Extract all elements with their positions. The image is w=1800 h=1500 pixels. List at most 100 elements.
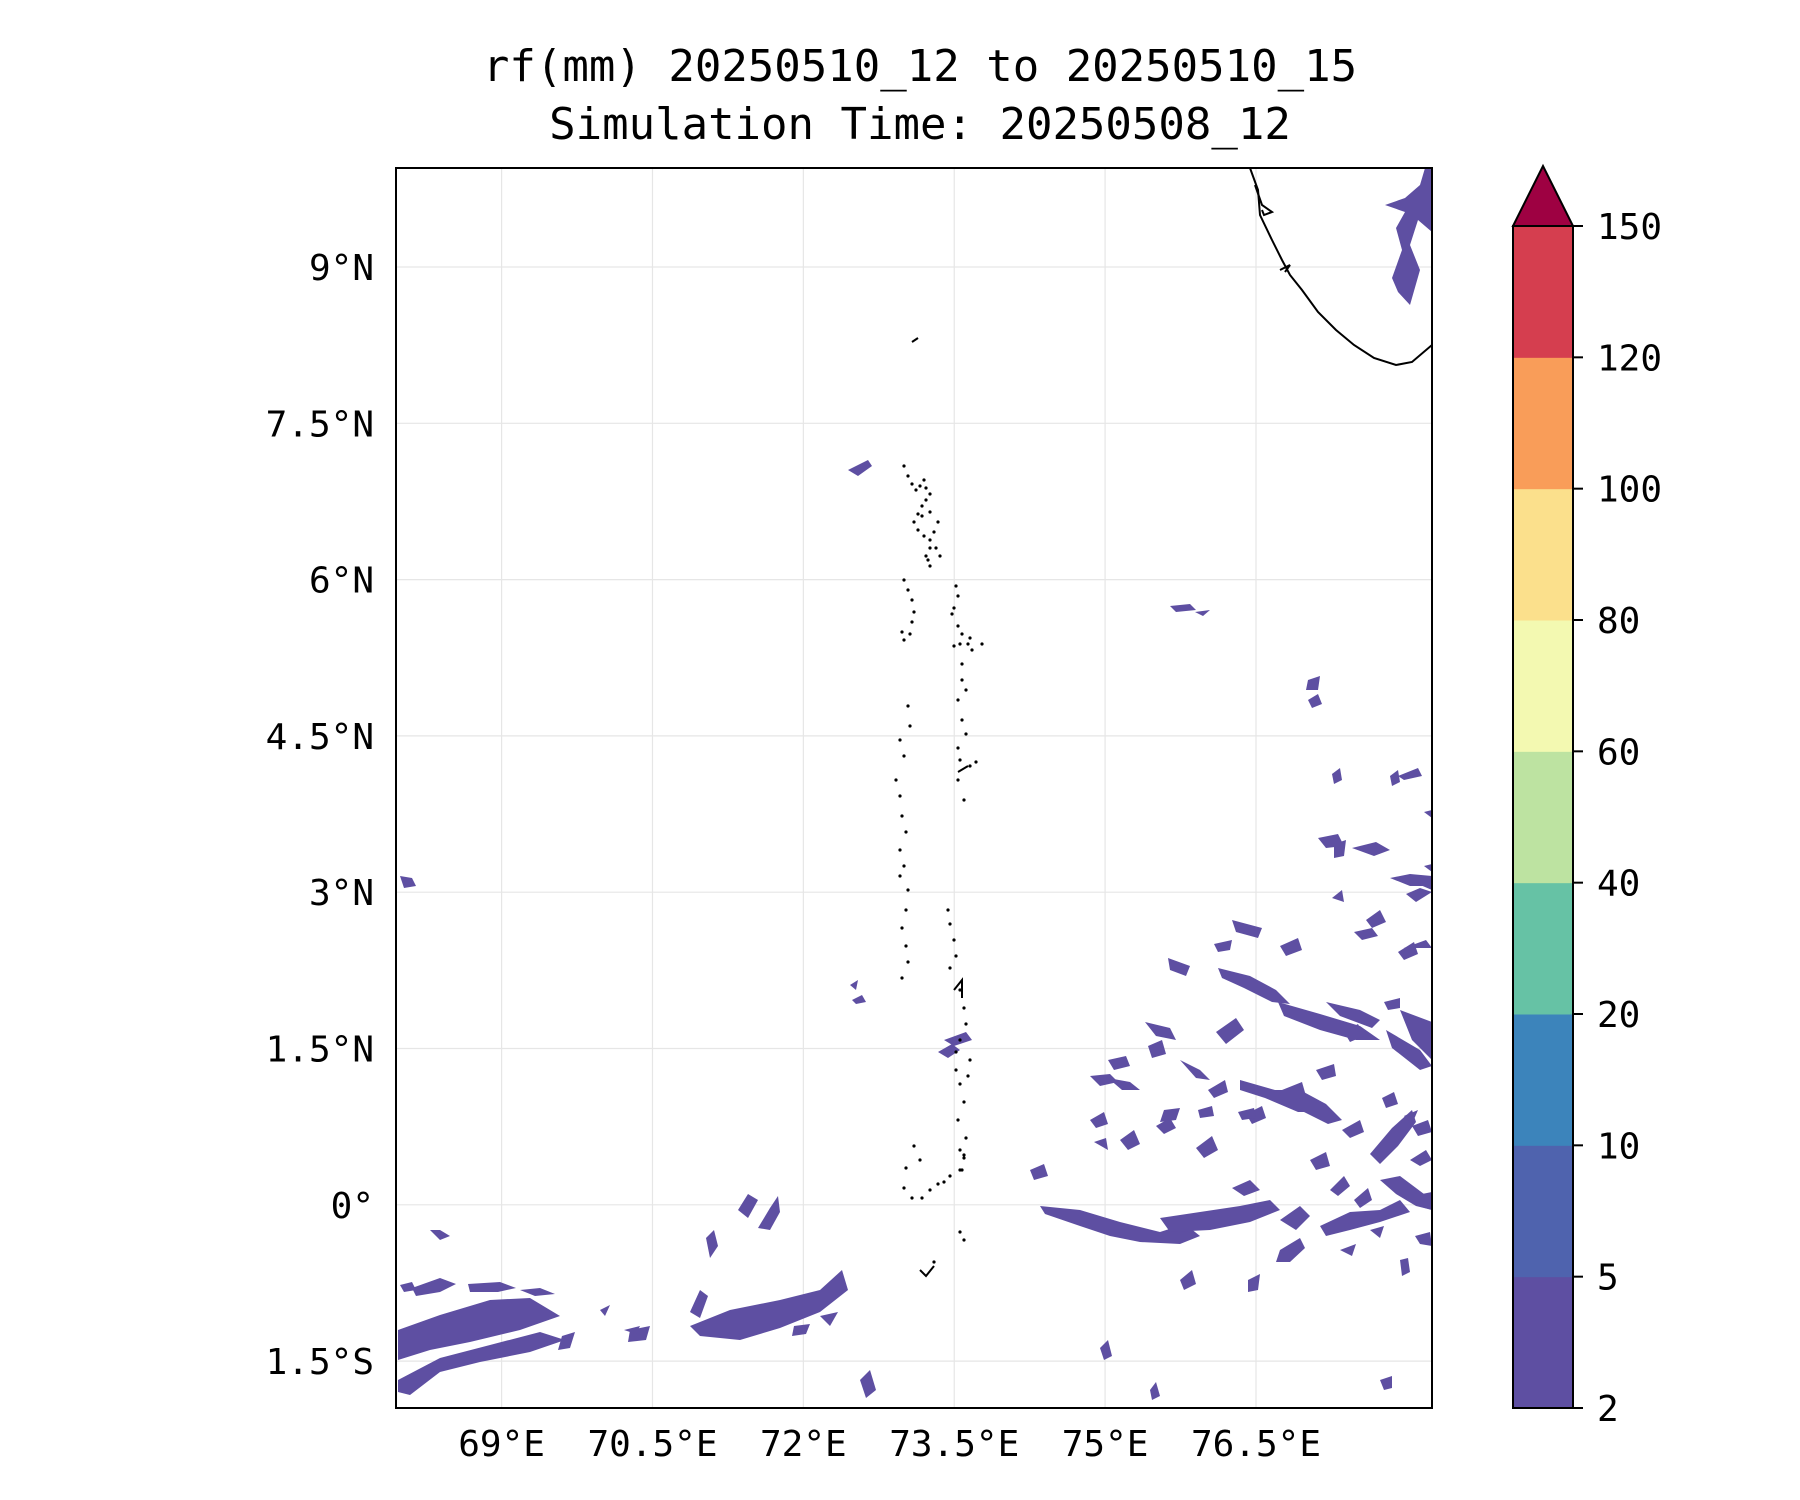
rain-patch	[1382, 1092, 1398, 1108]
atoll-dot	[968, 764, 972, 768]
rain-patch	[850, 980, 858, 990]
rain-patch	[1354, 1188, 1372, 1208]
atoll-dot	[900, 926, 904, 930]
rain-patch	[1216, 1018, 1244, 1044]
atoll-dot	[898, 874, 902, 878]
rain-patches-west	[400, 460, 872, 1292]
lon-tick-label: 70.5°E	[587, 1424, 717, 1465]
atoll-dot	[966, 642, 970, 646]
atoll-dot	[928, 564, 932, 568]
rain-patch	[792, 1324, 810, 1336]
atoll-dot	[900, 976, 904, 980]
atoll-dot	[954, 954, 958, 958]
atoll-dot	[906, 704, 910, 708]
colorbar-segment	[1513, 226, 1573, 358]
rain-patch	[1344, 1024, 1364, 1042]
atoll-dot	[928, 538, 932, 542]
rain-patch	[1410, 1150, 1432, 1166]
colorbar-segment	[1513, 882, 1573, 1015]
colorbar-frame	[1512, 225, 1574, 1409]
atoll-dot	[898, 794, 902, 798]
rain-patch	[1306, 676, 1320, 690]
atoll-dot	[900, 630, 904, 634]
rain-patch	[1270, 1090, 1342, 1124]
map-subtitle: Simulation Time: 20250508_12	[549, 99, 1291, 150]
atoll-dot	[936, 520, 940, 524]
map-title: rf(mm) 20250510_12 to 20250510_15	[482, 41, 1358, 92]
atoll-dot	[942, 1180, 946, 1184]
atoll-dot	[938, 554, 942, 558]
rain-patch	[1366, 910, 1386, 928]
atoll-dot	[948, 922, 952, 926]
atoll-dot	[968, 636, 972, 640]
atoll-dot	[960, 1168, 964, 1172]
atoll-dot	[954, 1050, 958, 1054]
rain-patches-northeast	[1195, 168, 1432, 616]
rain-patch	[1400, 1258, 1410, 1276]
rain-patch	[1030, 1164, 1048, 1180]
colorbar-segment	[1513, 751, 1573, 884]
rain-patch	[1342, 1120, 1364, 1138]
atoll-dot	[958, 1230, 962, 1234]
rain-patch	[1156, 1118, 1176, 1134]
atoll-dot	[956, 624, 960, 628]
rain-patch	[1168, 958, 1190, 976]
atoll-dot	[928, 1188, 932, 1192]
rain-patch	[1160, 1200, 1280, 1232]
atoll-dot	[952, 644, 956, 648]
rain-patch	[944, 1032, 972, 1046]
colorbar-segment	[1513, 357, 1573, 490]
rain-patch	[1090, 1074, 1118, 1086]
rain-patch	[1424, 864, 1432, 872]
atoll-dot	[900, 814, 904, 818]
atoll-dot	[926, 558, 930, 562]
atoll-dot	[906, 474, 910, 478]
atoll-dot	[910, 1196, 914, 1200]
rain-patches-east-scatter	[1090, 810, 1432, 1170]
coastline-and-islands	[911, 168, 1432, 1278]
atoll-dot	[912, 610, 916, 614]
atoll-dot	[906, 588, 910, 592]
rain-patch	[1145, 1022, 1176, 1040]
atoll-dot	[920, 504, 924, 508]
atoll-dot	[906, 960, 910, 964]
lat-tick-label: 7.5°N	[266, 404, 374, 445]
atoll-dot	[928, 492, 932, 496]
maldives-atolls	[894, 464, 984, 1264]
rain-patch	[1108, 1056, 1130, 1070]
atoll-dot	[962, 1153, 966, 1157]
atoll-dot	[958, 642, 962, 646]
atoll-dot	[960, 662, 964, 666]
rain-patch	[1308, 694, 1322, 708]
atoll-dot	[964, 1022, 968, 1026]
rain-patch	[1406, 888, 1432, 902]
rain-patch	[1180, 1270, 1196, 1290]
rain-patch	[852, 995, 866, 1004]
rain-patch	[1100, 1340, 1112, 1360]
latitude-axis: 9°N 7.5°N 6°N 4.5°N 3°N 1.5°N 0° 1.5°S	[266, 248, 374, 1383]
rain-patch	[1120, 1130, 1140, 1150]
atoll-dot	[952, 938, 956, 942]
atoll-dot	[958, 988, 962, 992]
rain-patch	[1232, 920, 1262, 938]
rain-patch	[1386, 1030, 1432, 1070]
atoll-dot	[962, 1100, 966, 1104]
rain-patch	[1280, 1206, 1310, 1230]
rain-patch	[1404, 940, 1432, 948]
atoll-dot	[902, 864, 906, 868]
rain-patch	[1332, 768, 1342, 784]
rain-patch	[1385, 168, 1432, 305]
lat-tick-label: 4.5°N	[266, 717, 374, 758]
rain-patch	[1208, 1080, 1228, 1098]
colorbar-label: 40	[1597, 864, 1640, 905]
rain-patch	[1320, 1200, 1410, 1236]
atoll-dot	[898, 848, 902, 852]
atoll-dot	[958, 1148, 962, 1152]
rain-patch	[1354, 928, 1378, 940]
lon-tick-label: 73.5°E	[889, 1424, 1019, 1465]
rain-patch	[1316, 1064, 1336, 1080]
atoll-dot	[980, 642, 984, 646]
atoll-dot	[904, 1166, 908, 1170]
atoll-dot	[958, 1038, 962, 1042]
rain-patch	[1090, 1112, 1108, 1128]
